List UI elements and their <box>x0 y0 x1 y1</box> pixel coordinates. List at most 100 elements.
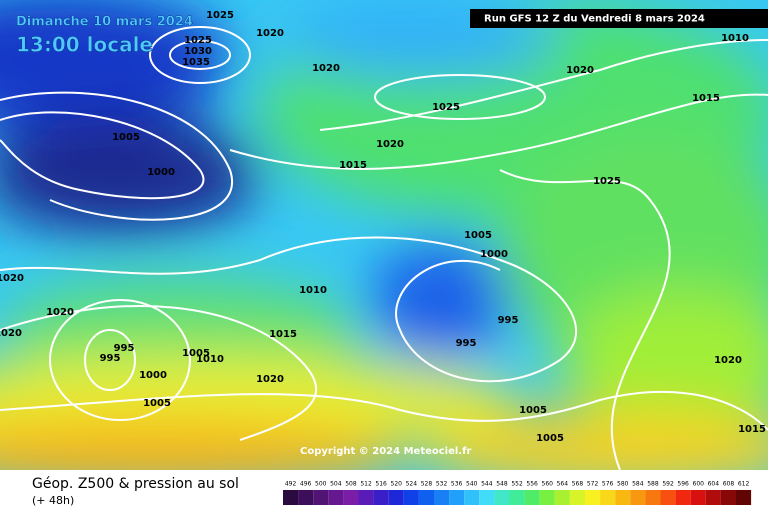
isobar-label: 1020 <box>376 139 404 150</box>
legend-label: 592 <box>662 481 674 488</box>
isobar-label: 1000 <box>147 167 175 178</box>
legend-swatch <box>539 490 555 505</box>
legend-label: 552 <box>511 481 523 488</box>
legend-label: 508 <box>345 481 357 488</box>
legend-label: 536 <box>451 481 463 488</box>
legend-swatch <box>554 490 570 505</box>
legend-label: 560 <box>542 481 554 488</box>
legend-swatch <box>675 490 691 505</box>
isobar-label: 1005 <box>182 348 210 359</box>
legend-swatch <box>630 490 646 505</box>
legend-swatch <box>373 490 389 505</box>
isobar-label: 995 <box>498 315 519 326</box>
legend-swatch <box>524 490 540 505</box>
isobar-label: 1015 <box>692 93 720 104</box>
isobar-label: 1010 <box>196 354 224 365</box>
legend-swatch <box>494 490 510 505</box>
legend-label: 564 <box>557 481 569 488</box>
legend-swatch <box>479 490 495 505</box>
legend-label: 516 <box>375 481 387 488</box>
isobar-label: 995 <box>456 338 477 349</box>
isobar-label: 1020 <box>0 273 24 284</box>
legend-label: 500 <box>315 481 327 488</box>
legend-label: 580 <box>617 481 629 488</box>
legend-swatch <box>660 490 676 505</box>
legend-label: 588 <box>647 481 659 488</box>
legend-swatch <box>434 490 450 505</box>
legend-label: 512 <box>360 481 372 488</box>
legend-swatch <box>509 490 525 505</box>
isobar-label: 995 <box>100 353 121 364</box>
isobar-label: 1010 <box>721 33 749 44</box>
isobar-label: 1020 <box>256 28 284 39</box>
isobar-label: 1005 <box>143 398 171 409</box>
footer-title: Géop. Z500 & pression au sol <box>32 476 239 492</box>
legend-swatch <box>720 490 736 505</box>
legend-swatch <box>569 490 585 505</box>
isobar-label: 1025 <box>432 102 460 113</box>
isobar-label: 1015 <box>738 424 766 435</box>
legend-swatch <box>418 490 434 505</box>
legend-swatch <box>645 490 661 505</box>
legend-label: 576 <box>602 481 614 488</box>
legend-label: 572 <box>587 481 599 488</box>
legend-swatch <box>403 490 419 505</box>
isobar-label: 1020 <box>312 63 340 74</box>
isobar-label: 1020 <box>714 355 742 366</box>
legend-label: 604 <box>708 481 720 488</box>
legend-label: 492 <box>285 481 297 488</box>
legend-label: 540 <box>466 481 478 488</box>
legend-label: 504 <box>330 481 342 488</box>
isobar-label: 1025 <box>184 35 212 46</box>
legend-label: 544 <box>481 481 493 488</box>
legend: 492 496 500 504 508 512 516 520 524 528 532 536 540 5… <box>283 481 752 505</box>
legend-label: 600 <box>693 481 705 488</box>
legend-label: 584 <box>632 481 644 488</box>
legend-label: 612 <box>738 481 750 488</box>
legend-label: 608 <box>723 481 735 488</box>
isobar-label: 1000 <box>480 249 508 260</box>
run-label: Run GFS 12 Z du Vendredi 8 mars 2024 <box>484 14 705 25</box>
footer-lead: (+ 48h) <box>32 494 74 507</box>
legend-label: 524 <box>406 481 418 488</box>
legend-swatch <box>600 490 616 505</box>
legend-label: 548 <box>496 481 508 488</box>
legend-swatch <box>313 490 329 505</box>
isobar-label: 1005 <box>519 405 547 416</box>
isobar-label: 1020 <box>256 374 284 385</box>
field <box>0 0 768 490</box>
legend-label: 568 <box>572 481 584 488</box>
legend-label: 556 <box>526 481 538 488</box>
isobar-label: 995 <box>114 343 135 354</box>
isobar-label: 1020 <box>0 328 22 339</box>
isobar-label: 1015 <box>269 329 297 340</box>
isobar-label: 1005 <box>536 433 564 444</box>
isobar-label: 1010 <box>299 285 327 296</box>
legend-label: 596 <box>677 481 689 488</box>
legend-label: 528 <box>421 481 433 488</box>
legend-swatch <box>464 490 480 505</box>
legend-swatch <box>690 490 706 505</box>
isobar-label: 1020 <box>46 307 74 318</box>
isobar-label: 1025 <box>593 176 621 187</box>
copyright: Copyright © 2024 Meteociel.fr <box>300 446 471 457</box>
legend-swatch <box>736 490 752 505</box>
time-label: 13:00 locale <box>16 33 153 57</box>
legend-swatch <box>615 490 631 505</box>
date-label: Dimanche 10 mars 2024 <box>16 15 193 30</box>
isobars <box>0 26 768 471</box>
isobar-label: 1020 <box>566 65 594 76</box>
isobar-label: 1035 <box>182 57 210 68</box>
legend-swatch <box>283 490 299 505</box>
legend-swatch <box>343 490 359 505</box>
legend-label: 520 <box>391 481 403 488</box>
legend-swatch <box>705 490 721 505</box>
legend-swatch <box>449 490 465 505</box>
isobar-label: 1030 <box>184 46 212 57</box>
legend-swatch <box>298 490 314 505</box>
run-box <box>470 9 768 28</box>
isobar-label: 1000 <box>139 370 167 381</box>
isobar-label: 1005 <box>112 132 140 143</box>
